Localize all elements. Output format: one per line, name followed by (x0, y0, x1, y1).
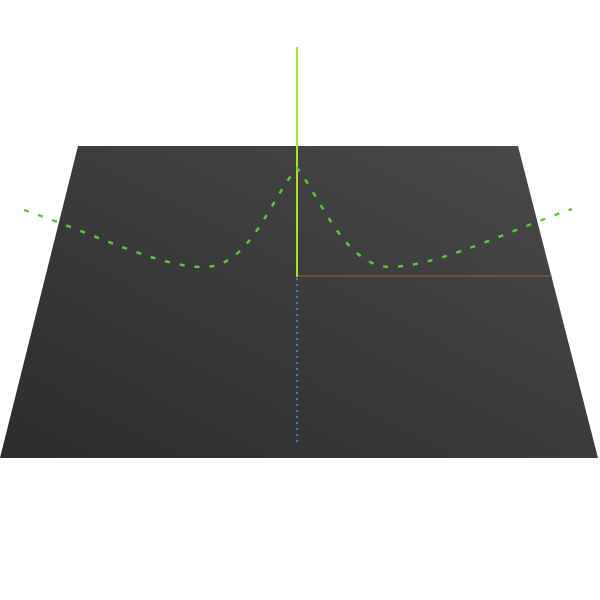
ground-plane (0, 146, 598, 458)
dashed-curve (23, 166, 573, 269)
curve-path (23, 166, 573, 269)
